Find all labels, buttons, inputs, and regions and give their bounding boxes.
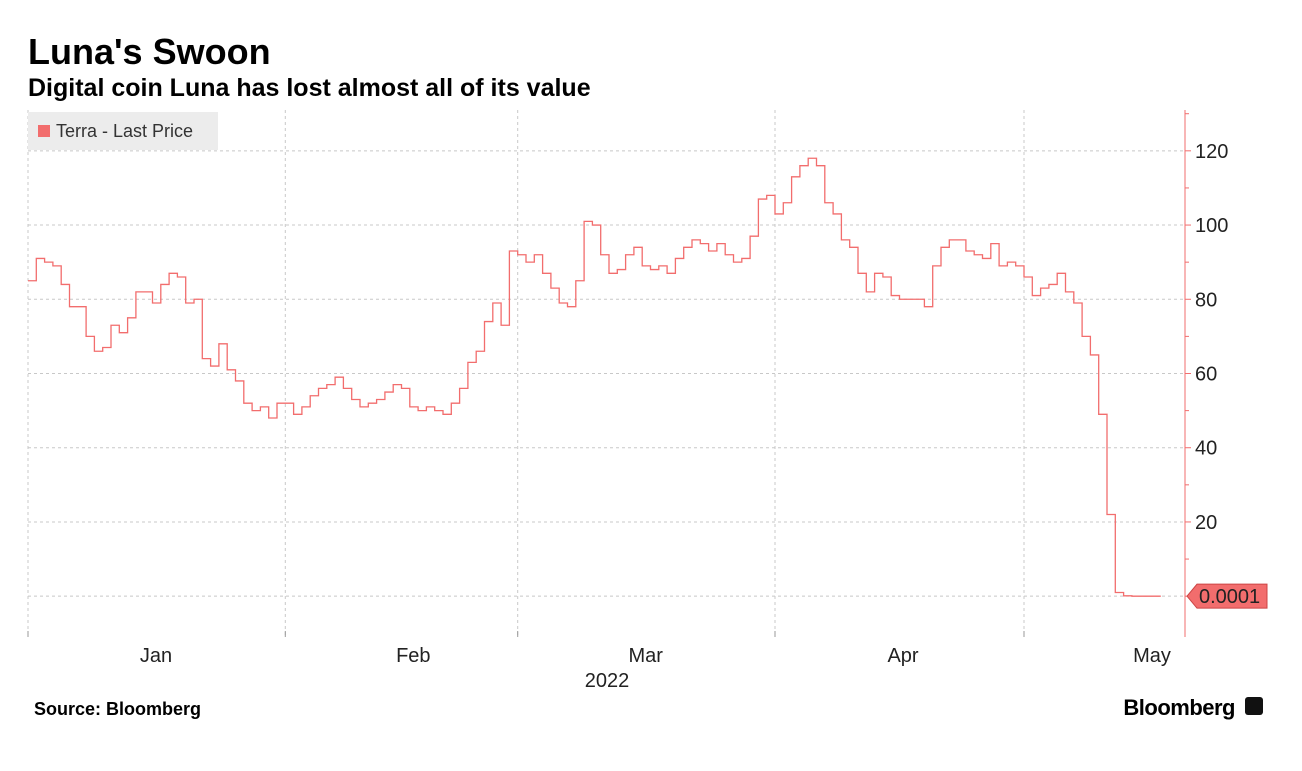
chart-subtitle: Digital coin Luna has lost almost all of… (28, 74, 591, 102)
y-tick-label: 20 (1195, 512, 1217, 534)
x-tick-label: Apr (887, 645, 918, 667)
brand: Bloomberg (1123, 695, 1235, 720)
grid (27, 110, 1185, 637)
x-tick-label: May (1133, 645, 1171, 667)
x-tick-label: Mar (628, 645, 663, 667)
y-tick-label: 40 (1195, 438, 1217, 460)
y-tick-label: 60 (1195, 364, 1217, 386)
price-line (28, 157, 1161, 597)
x-tick-label: Jan (140, 645, 172, 667)
x-tick-label: Feb (396, 645, 430, 667)
last-value-tag (1186, 583, 1268, 609)
brand-icon (1245, 697, 1263, 715)
y-tick-label: 100 (1195, 215, 1228, 237)
last-value-label: 0.0001 (1199, 586, 1260, 608)
legend-label: Terra - Last Price (56, 121, 193, 141)
x-axis-label: 2022 (585, 670, 630, 692)
chart-title: Luna's Swoon (28, 31, 271, 72)
source: Source: Bloomberg (34, 699, 201, 719)
y-tick-label: 120 (1195, 141, 1228, 163)
legend-swatch (38, 125, 50, 137)
y-tick-label: 80 (1195, 289, 1217, 311)
legend-box (28, 112, 218, 150)
